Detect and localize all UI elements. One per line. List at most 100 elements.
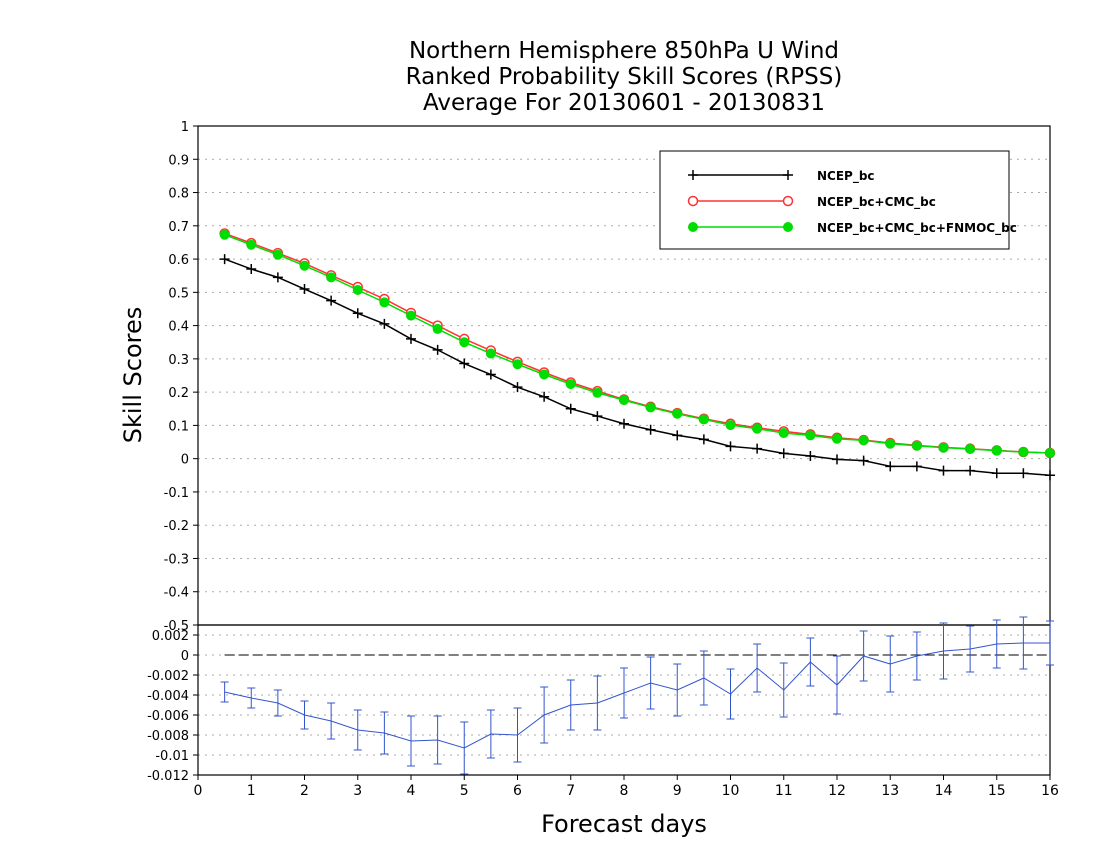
series-0-line bbox=[224, 642, 1050, 749]
error-bar bbox=[673, 663, 682, 717]
x-tick-label: 1 bbox=[247, 783, 256, 799]
error-bar bbox=[380, 711, 389, 755]
ncep-bc-cmc-bc-fnmoc-bc-point bbox=[911, 440, 922, 451]
diff-y-tick-label: -0.008 bbox=[147, 729, 189, 744]
ncep-bc-cmc-bc-fnmoc-bc-point bbox=[432, 323, 443, 334]
ncep-bc-point bbox=[858, 455, 869, 466]
ncep-bc-cmc-bc-fnmoc-bc-point bbox=[326, 272, 337, 283]
x-axis-label: Forecast days bbox=[541, 810, 707, 838]
diff-y-tick-label: -0.012 bbox=[147, 769, 189, 784]
error-bar bbox=[486, 709, 495, 759]
error-bar bbox=[806, 637, 815, 687]
error-bar bbox=[939, 622, 948, 680]
ncep-bc-cmc-bc-fnmoc-bc-point bbox=[778, 428, 789, 439]
error-bar bbox=[540, 686, 549, 744]
error-bar bbox=[912, 631, 921, 681]
x-tick-label: 14 bbox=[935, 783, 953, 799]
ncep-bc-point bbox=[885, 461, 896, 472]
ncep-bc-point bbox=[565, 403, 576, 414]
error-bar bbox=[833, 655, 841, 715]
ncep-bc-cmc-bc-fnmoc-bc-point bbox=[805, 430, 816, 441]
error-bar bbox=[220, 681, 229, 703]
error-bar bbox=[966, 625, 975, 673]
error-bar bbox=[300, 700, 309, 730]
main-y-tick-label: 0.8 bbox=[168, 187, 189, 202]
ncep-bc-point bbox=[406, 333, 416, 344]
ncep-bc-cmc-bc-fnmoc-bc-point bbox=[991, 445, 1002, 456]
ncep-bc-cmc-bc-fnmoc-bc-line bbox=[224, 234, 1051, 454]
ncep-bc-point bbox=[459, 358, 470, 369]
ncep-bc-point bbox=[778, 448, 789, 459]
ncep-bc-cmc-bc-fnmoc-bc-point bbox=[299, 260, 310, 271]
error-bar bbox=[593, 675, 602, 731]
x-tick-label: 12 bbox=[828, 783, 846, 799]
ncep-bc-cmc-bc-fnmoc-bc-point bbox=[698, 414, 709, 425]
main-y-tick-label: 0.7 bbox=[168, 220, 189, 235]
error-bar bbox=[859, 630, 868, 682]
main-y-tick-label: 0.6 bbox=[168, 253, 189, 268]
main-y-tick-label: -0.3 bbox=[164, 552, 189, 567]
main-y-tick-label: -0.2 bbox=[164, 519, 189, 534]
main-y-tick-label: 0.3 bbox=[168, 353, 189, 368]
ncep-bc-cmc-bc-fnmoc-bc-point bbox=[459, 337, 470, 348]
main-y-tick-label: 0.5 bbox=[168, 286, 189, 301]
ncep-bc-point bbox=[432, 344, 443, 355]
error-bar bbox=[327, 702, 336, 740]
ncep-bc-point bbox=[272, 272, 283, 283]
x-tick-label: 4 bbox=[407, 783, 416, 799]
error-bar bbox=[1046, 620, 1054, 666]
ncep-bc-point bbox=[832, 454, 842, 465]
main-y-tick-label: 0.2 bbox=[168, 386, 189, 401]
main-y-tick-label: 0.4 bbox=[168, 320, 189, 335]
legend-label: NCEP_bc+CMC_bc bbox=[817, 195, 936, 210]
ncep-bc-point bbox=[805, 451, 816, 462]
x-tick-label: 11 bbox=[775, 783, 793, 799]
x-tick-label: 7 bbox=[566, 783, 575, 799]
legend-label: NCEP_bc bbox=[817, 169, 875, 184]
x-tick-label: 9 bbox=[673, 783, 682, 799]
ncep-bc-point bbox=[938, 465, 949, 476]
ncep-bc-point bbox=[725, 441, 736, 452]
legend-marker bbox=[688, 170, 698, 180]
legend-marker bbox=[783, 170, 793, 180]
x-tick-label: 16 bbox=[1041, 783, 1059, 799]
x-tick-label: 15 bbox=[988, 783, 1006, 799]
ncep-bc-line bbox=[224, 258, 1051, 477]
ncep-bc-point bbox=[219, 254, 230, 265]
error-bar bbox=[753, 643, 762, 693]
error-bar bbox=[779, 662, 788, 718]
ncep-bc-point bbox=[485, 369, 496, 380]
diff-y-tick-label: -0.006 bbox=[147, 709, 189, 724]
ncep-bc-cmc-bc-fnmoc-bc-point bbox=[379, 297, 390, 308]
ncep-bc-point bbox=[645, 424, 656, 435]
x-tick-label: 10 bbox=[722, 783, 740, 799]
ncep-bc-cmc-bc-fnmoc-bc-point bbox=[565, 379, 576, 390]
diff-y-tick-label: 0.002 bbox=[152, 629, 189, 644]
ncep-bc-point bbox=[512, 382, 523, 393]
ncep-bc-cmc-bc-fnmoc-bc-point bbox=[512, 359, 523, 370]
ncep-bc-point bbox=[299, 284, 310, 295]
chart-title-line-3: Average For 20130601 - 20130831 bbox=[422, 90, 826, 116]
main-y-tick-label: 0.9 bbox=[168, 153, 189, 168]
error-bar bbox=[726, 668, 735, 720]
legend-label: NCEP_bc+CMC_bc+FNMOC_bc bbox=[817, 221, 1017, 236]
main-y-tick-label: -0.1 bbox=[164, 486, 189, 501]
ncep-bc-point bbox=[1018, 468, 1029, 479]
legend-marker bbox=[783, 222, 793, 232]
ncep-bc-cmc-bc-fnmoc-bc-point bbox=[832, 433, 842, 444]
legend-marker bbox=[687, 195, 699, 207]
error-bar bbox=[273, 689, 282, 717]
ncep-bc-cmc-bc-fnmoc-bc-point bbox=[1018, 447, 1029, 458]
x-tick-label: 6 bbox=[513, 783, 522, 799]
ncep-bc-point bbox=[246, 264, 257, 275]
ncep-bc-point bbox=[752, 443, 763, 454]
x-tick-label: 13 bbox=[881, 783, 899, 799]
ncep-bc-cmc-bc-fnmoc-bc-point bbox=[965, 444, 976, 455]
ncep-bc-cmc-bc-fnmoc-bc-point bbox=[406, 310, 416, 321]
main-y-tick-label: -0.4 bbox=[164, 586, 189, 601]
x-tick-label: 8 bbox=[620, 783, 629, 799]
ncep-bc-cmc-bc-fnmoc-bc-point bbox=[619, 395, 629, 406]
ncep-bc-point bbox=[352, 308, 363, 319]
main-y-tick-label: -0.5 bbox=[164, 619, 189, 634]
